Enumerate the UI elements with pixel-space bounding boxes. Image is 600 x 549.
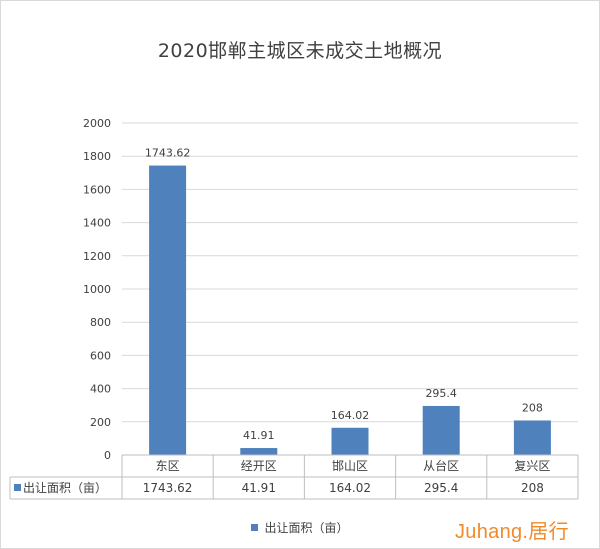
bar: [331, 427, 369, 455]
legend-swatch: [251, 524, 259, 531]
watermark-logo: Juhang.居行: [455, 515, 569, 544]
y-tick-label: 1400: [83, 217, 111, 230]
bar: [513, 420, 551, 455]
data-table-series-name: 出让面积（亩）: [23, 481, 108, 495]
y-tick-label: 1600: [83, 183, 111, 196]
bar: [240, 448, 278, 455]
data-label: 41.91: [243, 429, 275, 442]
chart-title: 2020邯郸主城区未成交土地概况: [157, 40, 443, 62]
legend: 出让面积（亩）: [0, 519, 600, 536]
data-label: 164.02: [331, 409, 370, 422]
bar: [422, 405, 460, 455]
data-label: 1743.62: [145, 147, 191, 160]
table-value-cell: 164.02: [328, 481, 371, 495]
y-tick-label: 800: [90, 316, 111, 329]
data-label: 295.4: [425, 387, 457, 400]
y-tick-label: 1200: [83, 250, 111, 263]
table-value-cell: 295.4: [424, 481, 459, 495]
y-tick-label: 600: [90, 349, 111, 362]
category-label: 东区: [155, 459, 180, 473]
table-value-cell: 41.91: [241, 481, 276, 495]
category-label: 邯山区: [331, 459, 368, 473]
table-value-cell: 208: [520, 481, 544, 495]
category-label: 从台区: [423, 459, 460, 473]
legend-swatch: [14, 484, 21, 491]
bar: [149, 165, 187, 455]
data-label: 208: [522, 401, 543, 414]
y-tick-label: 200: [90, 416, 111, 429]
table-value-cell: 1743.62: [142, 481, 193, 495]
watermark-suffix: 居行: [528, 521, 569, 543]
watermark-brand: Juhang.: [455, 521, 529, 543]
y-tick-label: 1000: [83, 283, 111, 296]
legend-entry: 出让面积（亩）: [264, 521, 349, 535]
category-label: 复兴区: [514, 459, 551, 473]
category-label: 经开区: [240, 459, 277, 473]
y-tick-label: 0: [104, 449, 111, 462]
y-tick-label: 400: [90, 383, 111, 396]
y-tick-label: 1800: [83, 150, 111, 163]
data-table-series-label: 出让面积（亩）: [14, 477, 107, 499]
y-tick-label: 2000: [83, 117, 111, 130]
